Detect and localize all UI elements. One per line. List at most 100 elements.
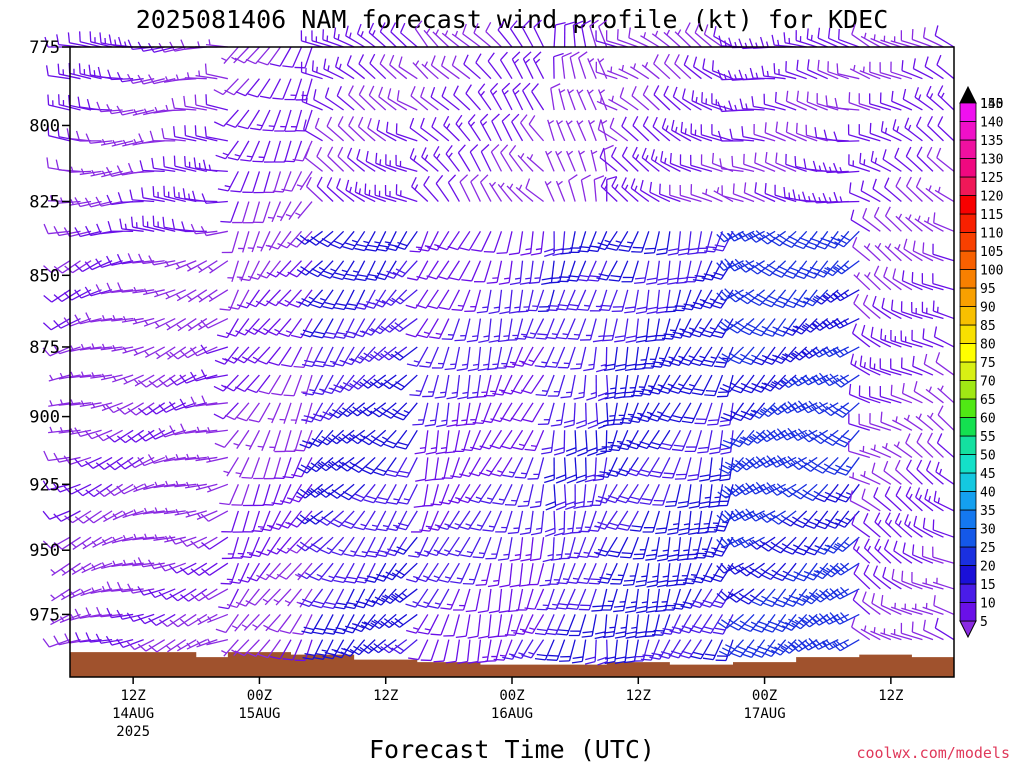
wind-barb xyxy=(307,230,334,246)
wind-barb xyxy=(190,562,218,576)
wind-barb xyxy=(384,184,407,203)
wind-barb xyxy=(313,89,334,111)
wind-barb xyxy=(424,402,439,427)
wind-barb xyxy=(358,85,376,111)
wind-barb xyxy=(421,61,439,80)
wind-barb xyxy=(235,588,260,607)
colorbar-label: 40 xyxy=(980,486,996,501)
wind-barb xyxy=(236,260,250,282)
wind-barb xyxy=(190,588,218,602)
wind-barb xyxy=(577,150,587,172)
wind-barb xyxy=(361,457,387,475)
wind-barb xyxy=(282,46,303,68)
wind-barb xyxy=(279,402,292,424)
wind-barb xyxy=(572,20,584,48)
wind-barb xyxy=(555,457,567,484)
wind-barb xyxy=(392,260,418,278)
wind-barb xyxy=(380,374,408,390)
wind-barb xyxy=(636,588,650,614)
wind-barb xyxy=(901,603,923,616)
wind-barb xyxy=(273,588,292,606)
wind-barb xyxy=(586,89,597,111)
wind-barb xyxy=(467,346,482,372)
wind-barb xyxy=(555,120,566,142)
wind-barb xyxy=(555,318,576,340)
wind-barb xyxy=(226,588,250,609)
wind-barb xyxy=(202,159,228,173)
wind-barb xyxy=(600,176,618,202)
wind-barb xyxy=(256,346,281,365)
wind-barb xyxy=(537,289,555,313)
wind-barb xyxy=(89,31,113,48)
wind-barb xyxy=(834,97,860,111)
wind-barb xyxy=(221,536,240,560)
wind-barb xyxy=(570,346,587,370)
wind-barb xyxy=(190,396,218,407)
wind-barb xyxy=(831,612,860,625)
wind-barb xyxy=(116,402,145,415)
wind-barb xyxy=(553,430,566,456)
terrain-area xyxy=(70,652,954,677)
wind-barb xyxy=(526,289,545,312)
wind-barb xyxy=(587,231,608,253)
terrain-layer xyxy=(70,652,954,677)
wind-barb xyxy=(773,588,797,608)
wind-barb xyxy=(50,562,71,576)
wind-barb xyxy=(42,480,71,491)
wind-barb xyxy=(346,55,366,80)
wind-barb xyxy=(139,160,165,173)
wind-barb xyxy=(596,346,608,373)
wind-barb xyxy=(127,162,155,174)
wind-barb xyxy=(624,289,639,314)
wind-barb xyxy=(365,150,387,172)
wind-barb xyxy=(69,613,92,621)
wind-barb xyxy=(586,430,598,457)
wind-barb xyxy=(213,78,239,96)
wind-barb xyxy=(642,85,660,111)
wind-barb xyxy=(300,61,323,80)
wind-barb xyxy=(74,197,102,208)
wind-barb xyxy=(535,374,555,397)
colorbar-label: 70 xyxy=(980,375,996,390)
wind-barb xyxy=(479,457,503,477)
wind-barb xyxy=(272,171,292,193)
wind-barb xyxy=(148,74,176,85)
wind-barb xyxy=(323,588,345,610)
wind-barb xyxy=(458,510,481,531)
wind-barb xyxy=(565,120,576,142)
wind-barb xyxy=(176,318,197,332)
wind-barb xyxy=(329,510,355,528)
wind-barb xyxy=(520,114,534,142)
wind-barb xyxy=(560,231,576,255)
wind-barb xyxy=(650,149,671,172)
wind-barb xyxy=(262,588,281,606)
wind-barb xyxy=(111,315,134,322)
wind-barb xyxy=(200,588,229,601)
wind-barb xyxy=(137,557,165,568)
wind-barb xyxy=(487,614,503,639)
wind-barb xyxy=(60,588,81,601)
wind-barb xyxy=(422,484,439,507)
wind-barb xyxy=(293,346,313,369)
wind-barb xyxy=(79,168,102,176)
wind-barb xyxy=(43,260,71,274)
wind-barb xyxy=(208,260,229,274)
wind-barb xyxy=(343,536,366,557)
wind-barb xyxy=(537,402,555,425)
wind-barb xyxy=(499,51,513,80)
wind-barb xyxy=(267,614,292,633)
wind-barb xyxy=(42,536,71,549)
wind-barb xyxy=(142,215,165,232)
wind-barb xyxy=(501,113,513,142)
wind-barb xyxy=(197,260,218,274)
wind-barb xyxy=(224,346,250,364)
wind-barb xyxy=(302,119,323,142)
wind-barb xyxy=(364,562,387,583)
wind-barb xyxy=(425,430,439,455)
wind-barb xyxy=(474,260,492,283)
wind-barb xyxy=(423,175,439,202)
wind-barb xyxy=(247,78,271,98)
wind-barb xyxy=(489,181,503,202)
wind-barb xyxy=(517,484,534,508)
wind-barb xyxy=(614,614,629,639)
